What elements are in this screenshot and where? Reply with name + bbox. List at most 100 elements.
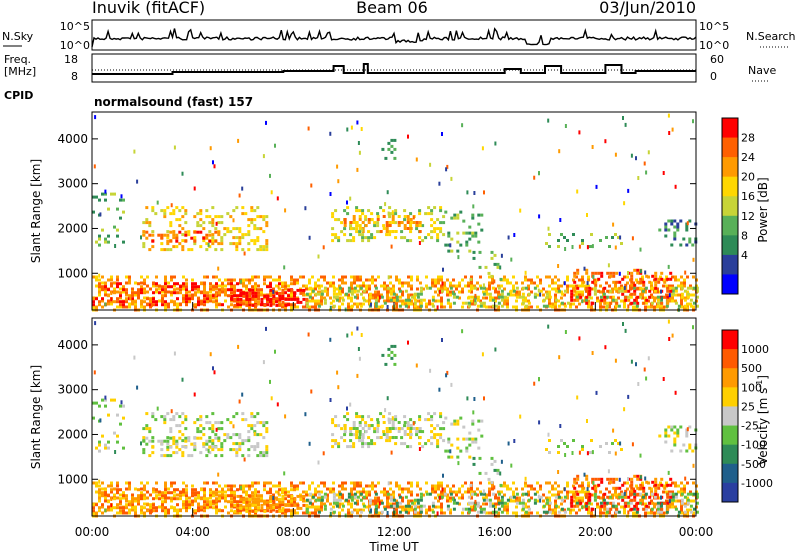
heatmap-cell [170,285,173,289]
heatmap-cell [145,436,149,440]
heatmap-cell [476,501,480,505]
heatmap-cell [410,493,413,497]
heatmap-cell [197,288,200,292]
heatmap-cell [263,294,267,298]
heatmap-cell [199,418,203,422]
heatmap-cell [253,430,257,434]
heatmap-cell [245,297,249,301]
heatmap-cell [464,490,467,494]
heatmap-cell [590,301,593,306]
heatmap-cell [664,440,668,444]
heatmap-cell [253,239,257,243]
heatmap-cell [666,289,670,293]
heatmap-cell [125,506,128,510]
heatmap-cell [176,497,179,501]
heatmap-cell [151,239,155,243]
heatmap-cell [173,494,176,498]
heatmap-cell [107,294,110,298]
heatmap-cell [212,502,215,506]
heatmap-cell [349,196,352,201]
heatmap-cell [507,441,510,446]
heatmap-cell [632,301,636,305]
heatmap-cell [439,209,443,213]
heatmap-cell [548,501,552,505]
heatmap-cell [308,278,311,282]
heatmap-cell [257,302,260,306]
heatmap-cell [172,245,176,249]
heatmap-cell [248,487,251,491]
heatmap-cell [331,212,335,216]
heatmap-cell [518,501,522,505]
heatmap-cell [458,487,461,491]
heatmap-cell [355,221,359,224]
heatmap-cell [269,285,272,289]
heatmap-cell [648,486,652,490]
heatmap-cell [587,481,590,485]
heatmap-cell [524,278,527,282]
heatmap-cell [645,480,649,484]
heatmap-cell [254,284,257,288]
heatmap-cell [230,294,234,298]
heatmap-cell [278,294,282,298]
heatmap-cell [358,218,362,221]
heatmap-cell [570,498,574,502]
heatmap-cell [630,280,634,284]
heatmap-cell [560,292,564,296]
heatmap-cell [664,225,668,229]
heatmap-cell [639,247,642,252]
heatmap-cell [548,284,551,288]
heatmap-cell [500,253,503,258]
heatmap-cell [182,503,185,507]
heatmap-cell [548,451,551,454]
heatmap-cell [164,484,167,488]
heatmap-cell [668,293,671,298]
heatmap-cell [614,490,617,494]
heatmap-cell [573,280,577,284]
heatmap-cell [395,305,398,309]
heatmap-cell [95,401,98,405]
heatmap-cell [241,186,244,191]
heatmap-cell [515,305,518,309]
heatmap-cell [346,212,350,216]
heatmap-cell [585,477,589,481]
heatmap-cell [600,274,604,278]
heatmap-cell [161,500,164,504]
heatmap-cell [633,495,637,499]
heatmap-cell [95,275,98,279]
heatmap-cell [661,296,663,301]
heatmap-cell [104,192,107,196]
heatmap-cell [113,300,116,304]
heatmap-cell [281,291,285,295]
heatmap-cell [683,298,687,302]
heatmap-cell [630,153,633,158]
heatmap-cell [235,242,239,246]
heatmap-cell [116,290,119,294]
colorbar-swatch [722,235,738,256]
heatmap-cell [346,445,350,449]
heatmap-cell [239,500,242,504]
heatmap-cell [547,226,550,231]
heatmap-cell [329,131,332,136]
heatmap-cell [164,500,167,504]
heatmap-cell [390,244,393,249]
heatmap-cell [233,290,236,294]
heatmap-cell [209,505,212,509]
heatmap-cell [146,275,149,279]
heatmap-cell [107,299,110,303]
heatmap-cell [430,424,434,428]
heatmap-cell [512,293,515,297]
heatmap-cell [401,302,404,306]
heatmap-cell [347,511,350,515]
heatmap-cell [416,292,420,296]
heatmap-cell [332,510,336,514]
heatmap-cell [456,249,460,253]
heatmap-cell [371,502,374,506]
heatmap-cell [500,292,504,296]
heatmap-cell [137,494,140,498]
heatmap-cell [215,221,218,226]
heatmap-cell [107,484,110,488]
heatmap-cell [401,284,404,288]
heatmap-cell [476,304,480,308]
heatmap-cell [263,500,267,504]
heatmap-cell [107,500,110,504]
